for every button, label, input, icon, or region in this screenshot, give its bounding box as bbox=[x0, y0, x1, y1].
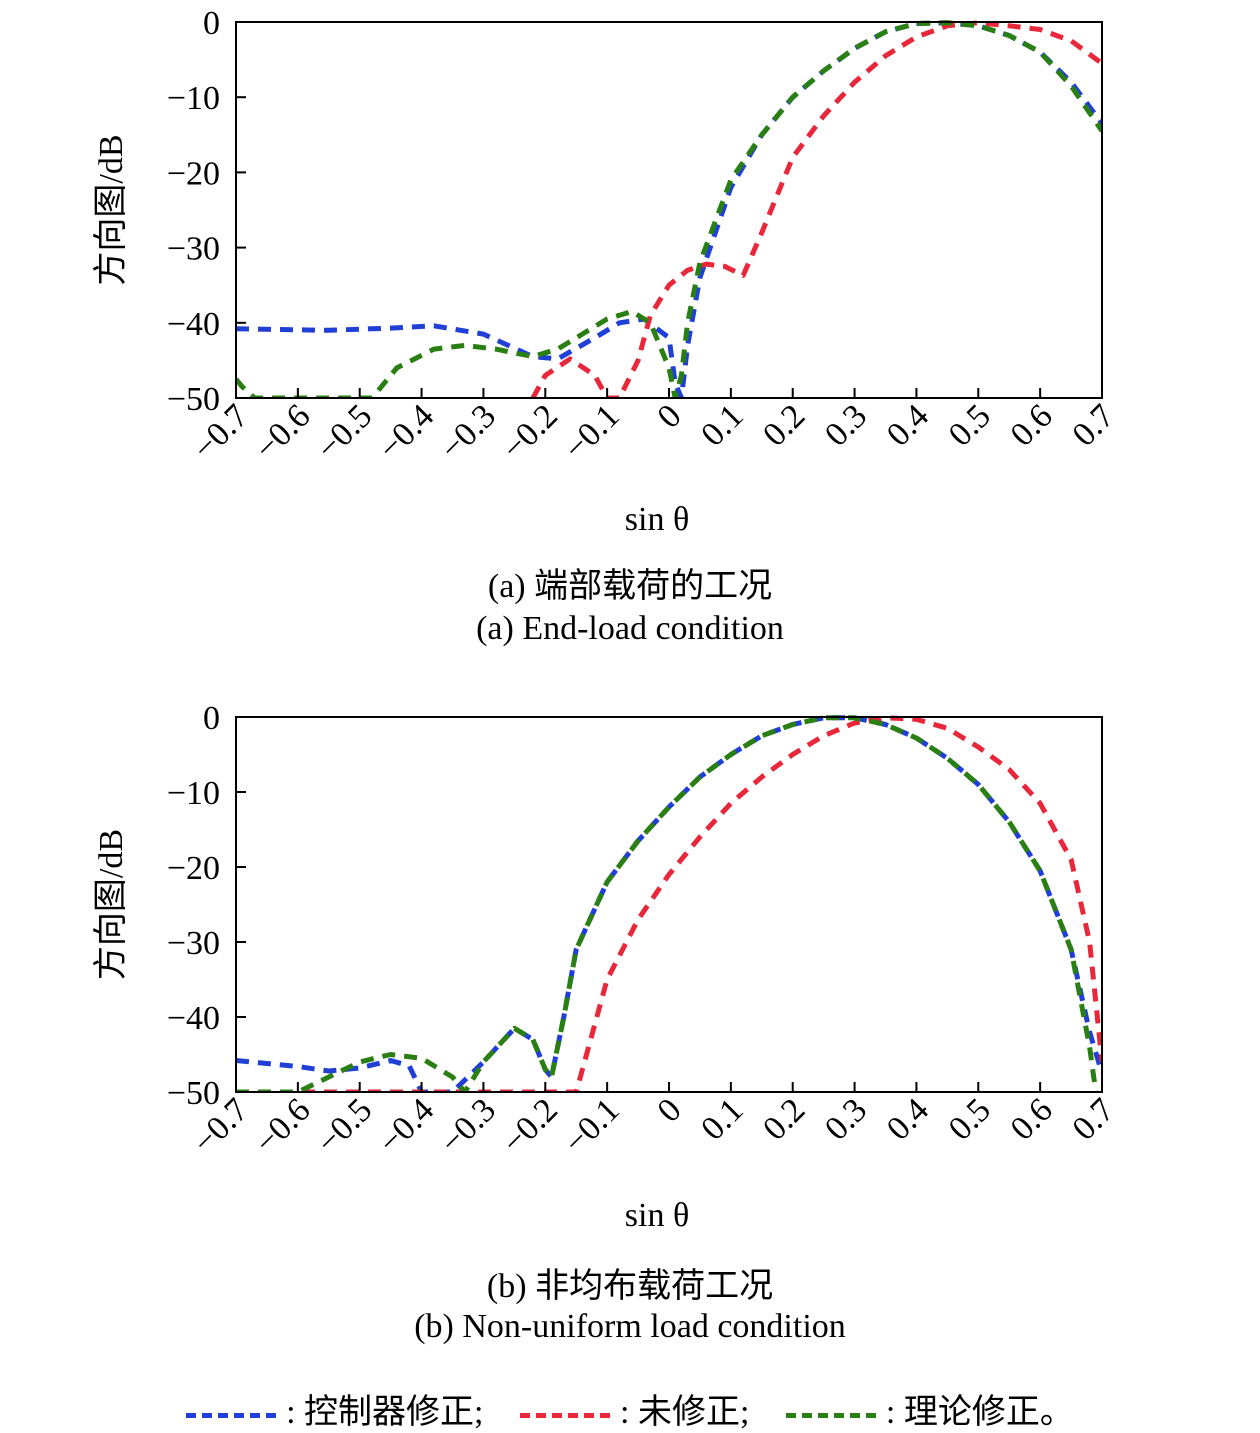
xtick-label-b: 0.2 bbox=[756, 1091, 812, 1147]
xtick-label-a: −0.6 bbox=[248, 397, 318, 467]
series-controller-line-a bbox=[236, 20, 1102, 398]
ytick-label-a: −20 bbox=[167, 155, 220, 192]
xtick-label-a: 0.2 bbox=[756, 397, 812, 453]
ytick-label-b: −30 bbox=[167, 925, 220, 962]
legend-label-controller: : 控制器修正; bbox=[286, 1394, 484, 1431]
ytick-label-b: −20 bbox=[167, 850, 220, 887]
legend-swatch-controller bbox=[186, 1412, 277, 1418]
ytick-label-b: −40 bbox=[167, 1000, 220, 1037]
xtick-label-b: −0.3 bbox=[433, 1091, 503, 1161]
legend-label-uncorrected: : 未修正; bbox=[620, 1394, 750, 1431]
ytick-label-b: 0 bbox=[203, 700, 220, 737]
xtick-label-b: −0.1 bbox=[557, 1091, 627, 1161]
ytick-label-a: −50 bbox=[167, 381, 220, 418]
ytick-label-b: −50 bbox=[167, 1075, 220, 1112]
xtick-label-b: 0.7 bbox=[1065, 1091, 1121, 1147]
series-controller-line-b bbox=[236, 715, 1102, 1092]
ytick-label-a: −40 bbox=[167, 306, 220, 343]
xtick-label-a: 0.6 bbox=[1004, 397, 1060, 453]
plot-frame-b bbox=[235, 716, 1103, 1093]
y-axis-label-b: 方向图/dB bbox=[92, 829, 130, 980]
xtick-label-a: 0.1 bbox=[694, 397, 750, 453]
xtick-label-b: −0.2 bbox=[495, 1091, 565, 1161]
y-axis-label-a: 方向图/dB bbox=[92, 134, 130, 285]
xtick-label-a: −0.4 bbox=[371, 397, 441, 467]
plot-non-uniform-load: 0−10−20−30−40−50−0.7−0.6−0.5−0.4−0.3−0.2… bbox=[92, 700, 1122, 1234]
ytick-label-a: −10 bbox=[167, 80, 220, 117]
xtick-label-a: −0.3 bbox=[433, 397, 503, 467]
series-uncorrected-line-a bbox=[530, 20, 1102, 398]
xtick-label-a: 0.7 bbox=[1065, 397, 1121, 453]
xtick-label-b: 0 bbox=[650, 1091, 688, 1129]
series-theoretical-line-b bbox=[236, 715, 1099, 1092]
xtick-label-a: 0.3 bbox=[818, 397, 874, 453]
caption-a-en: (a) End-load condition bbox=[476, 610, 784, 647]
ytick-label-b: −10 bbox=[167, 775, 220, 812]
x-axis-label-b: sin θ bbox=[625, 1197, 689, 1234]
legend-swatch-uncorrected bbox=[520, 1412, 611, 1418]
legend-item-controller: : 控制器修正; bbox=[186, 1384, 484, 1433]
legend-swatch-theoretical bbox=[785, 1412, 876, 1418]
xtick-label-b: −0.5 bbox=[310, 1091, 380, 1161]
legend: : 控制器修正; : 未修正; : 理论修正。 bbox=[0, 1384, 1260, 1433]
series-uncorrected-line-b bbox=[236, 715, 1102, 1092]
xtick-label-a: −0.5 bbox=[310, 397, 380, 467]
xtick-label-a: 0.4 bbox=[880, 397, 936, 453]
plot-end-load: 0−10−20−30−40−50−0.7−0.6−0.5−0.4−0.3−0.2… bbox=[92, 5, 1122, 538]
legend-label-theoretical: : 理论修正。 bbox=[885, 1394, 1074, 1431]
xtick-label-a: −0.2 bbox=[495, 397, 565, 467]
xtick-label-a: 0 bbox=[650, 397, 688, 435]
xtick-label-b: 0.6 bbox=[1004, 1091, 1060, 1147]
legend-item-uncorrected: : 未修正; bbox=[520, 1384, 749, 1433]
xtick-label-b: 0.5 bbox=[942, 1091, 998, 1147]
series-theoretical-line-a bbox=[236, 20, 1102, 398]
ytick-label-a: −30 bbox=[167, 231, 220, 268]
xtick-label-b: 0.1 bbox=[694, 1091, 750, 1147]
caption-b-en: (b) Non-uniform load condition bbox=[414, 1308, 846, 1345]
legend-item-theoretical: : 理论修正。 bbox=[785, 1384, 1074, 1433]
xtick-label-a: −0.1 bbox=[557, 397, 627, 467]
ytick-label-a: 0 bbox=[203, 5, 220, 42]
xtick-label-b: 0.4 bbox=[880, 1091, 936, 1147]
xtick-label-a: 0.5 bbox=[942, 397, 998, 453]
plot-frame-a bbox=[235, 21, 1103, 399]
caption-a-cn: (a) 端部载荷的工况 bbox=[487, 568, 773, 605]
x-axis-label-a: sin θ bbox=[625, 501, 689, 538]
xtick-label-b: −0.4 bbox=[371, 1091, 441, 1161]
xtick-label-b: −0.6 bbox=[248, 1091, 318, 1161]
xtick-label-b: 0.3 bbox=[818, 1091, 874, 1147]
caption-b-cn: (b) 非均布载荷工况 bbox=[486, 1268, 774, 1305]
